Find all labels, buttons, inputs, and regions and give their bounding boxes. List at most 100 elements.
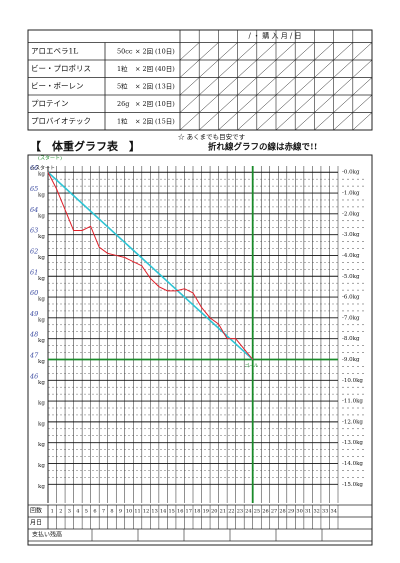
y-tick-label: -14.0kg xyxy=(342,461,363,467)
goal-note: ゴール xyxy=(245,362,259,369)
weight-record xyxy=(47,172,254,360)
start-note: (スタート) xyxy=(38,155,62,162)
handwritten-weight: 48 xyxy=(29,331,38,339)
rule xyxy=(333,59,353,78)
rule xyxy=(352,42,373,61)
purchase-header: / ・ 購 入 月 / 日 xyxy=(248,31,301,40)
day-number: 9 xyxy=(119,509,122,515)
rule xyxy=(237,77,257,96)
y-tick-label: -5.0kg xyxy=(342,274,360,280)
rule xyxy=(218,77,238,96)
day-number: 10 xyxy=(126,509,132,515)
day-number: 26 xyxy=(262,509,268,515)
product-days: (13日) xyxy=(155,82,175,90)
rule xyxy=(218,42,238,61)
product-days: (15日) xyxy=(155,117,175,125)
rule xyxy=(218,112,238,131)
day-number: 33 xyxy=(322,509,328,515)
day-number: 6 xyxy=(93,509,96,515)
y-tick-label: -9.0kg xyxy=(342,357,360,363)
unit-label: kg xyxy=(38,317,45,323)
day-number: 1 xyxy=(51,509,54,515)
day-number: 5 xyxy=(85,509,88,515)
y-tick-label: -15.0kg xyxy=(342,482,363,488)
product-name: アロエベラ1L xyxy=(31,46,78,55)
product-name: ビー・プロポリス xyxy=(31,64,91,73)
unit-label: kg xyxy=(38,484,45,490)
rule xyxy=(256,112,277,131)
rule xyxy=(275,42,296,61)
day-number: 18 xyxy=(194,509,200,515)
rule xyxy=(275,59,296,78)
product-amount: 50cc xyxy=(117,47,133,55)
rule xyxy=(256,94,277,113)
product-name: ビー・ポーレン xyxy=(31,81,84,90)
rule xyxy=(295,94,315,113)
y-tick-label: -11.0kg xyxy=(342,399,363,405)
rule xyxy=(218,94,238,113)
rule xyxy=(179,94,200,113)
rule xyxy=(199,112,219,131)
rule xyxy=(352,77,373,96)
unit-label: kg xyxy=(38,276,45,282)
rule xyxy=(314,112,334,131)
day-number: 19 xyxy=(203,509,209,515)
day-number: 4 xyxy=(76,509,79,515)
day-number: 30 xyxy=(296,509,302,515)
rule xyxy=(179,77,200,96)
rule xyxy=(237,42,257,61)
unit-label: kg xyxy=(38,297,45,303)
handwritten-weight: 65 xyxy=(30,185,38,193)
day-number: 22 xyxy=(228,509,234,515)
day-number: 11 xyxy=(134,509,140,515)
y-tick-label: -6.0kg xyxy=(342,295,360,301)
rule xyxy=(295,77,315,96)
rule xyxy=(314,59,334,78)
day-number: 16 xyxy=(177,509,183,515)
product-days: (40日) xyxy=(155,65,175,73)
y-tick-label: -1.0kg xyxy=(342,191,360,197)
product-days: (10日) xyxy=(155,100,175,108)
rule xyxy=(256,59,277,78)
product-name: プロバイオテック xyxy=(31,116,91,125)
rule xyxy=(199,59,219,78)
rule xyxy=(333,94,353,113)
day-number: 3 xyxy=(68,509,71,515)
rule xyxy=(275,77,296,96)
product-times: × 2回 xyxy=(135,65,153,73)
day-number: 12 xyxy=(143,509,149,515)
graph-frame xyxy=(27,154,373,546)
rule xyxy=(275,94,296,113)
balance-label: 支払い残高 xyxy=(32,531,62,539)
y-tick-label: -8.0kg xyxy=(342,336,360,342)
day-number: 7 xyxy=(102,509,105,515)
y-tick-label: -13.0kg xyxy=(342,440,363,446)
rule xyxy=(256,77,277,96)
rule xyxy=(237,59,257,78)
product-amount: 1粒 xyxy=(117,116,128,125)
rule xyxy=(237,94,257,113)
day-number: 25 xyxy=(254,509,260,515)
product-times: × 2回 xyxy=(135,82,153,90)
rule xyxy=(352,59,373,78)
note: ☆ あくまでも目安です xyxy=(178,132,246,141)
unit-label: kg xyxy=(38,234,45,240)
y-tick-label: -2.0kg xyxy=(342,211,360,217)
unit-label: kg xyxy=(38,380,45,386)
y-tick-label: -3.0kg xyxy=(342,232,360,238)
product-times: × 2回 xyxy=(135,47,153,55)
handwritten-weight: 62 xyxy=(30,247,38,255)
handwritten-weight: 46 xyxy=(29,372,38,380)
day-number: 14 xyxy=(160,509,166,515)
unit-label: kg xyxy=(38,359,45,365)
unit-label: kg xyxy=(38,338,45,344)
product-amount: 26g xyxy=(117,100,129,108)
rule xyxy=(314,94,334,113)
handwritten-weight: 47 xyxy=(29,351,39,359)
rule xyxy=(333,77,353,96)
unit-label: kg xyxy=(38,213,45,219)
handwritten-weight: 66 xyxy=(30,164,38,172)
day-number: 13 xyxy=(151,509,157,515)
rule xyxy=(314,42,334,61)
